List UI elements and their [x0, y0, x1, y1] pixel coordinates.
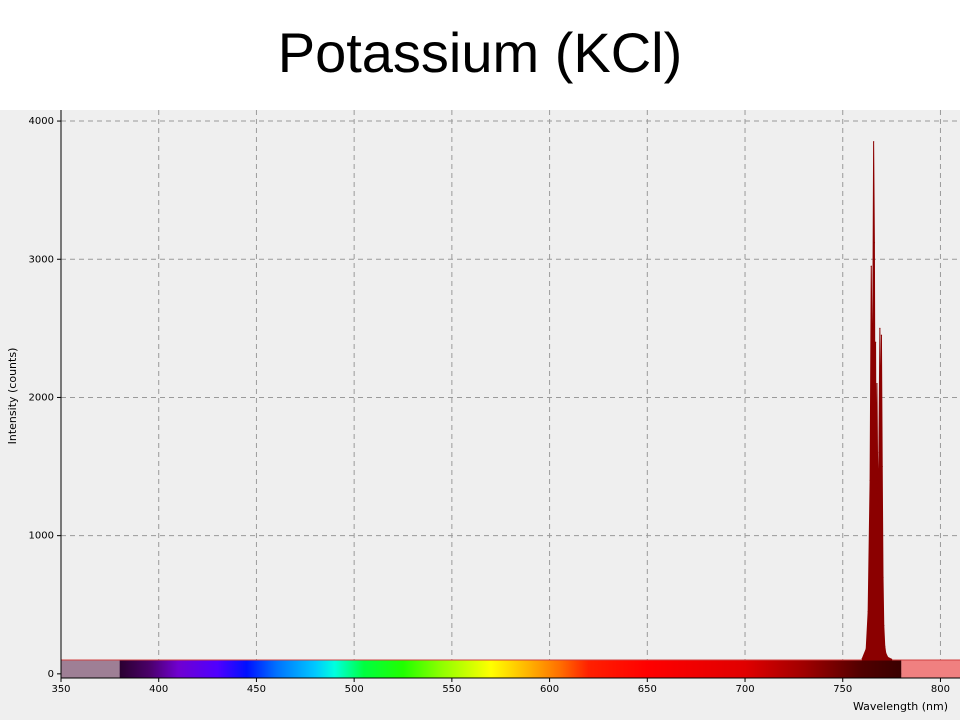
- data-point: [873, 141, 875, 143]
- data-point: [883, 624, 885, 627]
- ir-region: [901, 660, 960, 678]
- x-tick-label: 600: [540, 684, 559, 695]
- spectrum-chart: 350 400 450 500 550 600 650 700 750 800 0 1000 2000 3…: [0, 110, 960, 720]
- y-axis-label: Intensity (counts): [6, 348, 19, 445]
- data-point: [874, 438, 876, 440]
- data-point: [881, 465, 883, 468]
- y-tick-label: 4000: [29, 116, 54, 127]
- x-tick-label: 500: [345, 684, 364, 695]
- data-point: [874, 341, 877, 343]
- slide-title: Potassium (KCl): [277, 21, 683, 84]
- x-tick-label: 800: [931, 684, 950, 695]
- uv-region: [61, 660, 120, 678]
- y-tick-label: 2000: [29, 392, 54, 403]
- visible-region: [119, 660, 902, 678]
- data-point: [876, 383, 878, 385]
- x-tick-label: 350: [51, 684, 70, 695]
- axes: [60, 110, 960, 679]
- x-axis-label: Wavelength (nm): [853, 700, 948, 713]
- data-point: [884, 645, 886, 647]
- data-point: [882, 576, 884, 578]
- x-tick-label: 700: [735, 684, 754, 695]
- chart-background: [0, 110, 960, 720]
- data-point: [870, 265, 872, 267]
- y-tick-label: 0: [48, 669, 54, 680]
- y-tick-label: 1000: [29, 531, 54, 542]
- data-point: [878, 452, 880, 454]
- data-point: [869, 479, 871, 481]
- data-point: [880, 334, 883, 336]
- data-point: [885, 652, 887, 654]
- x-tick-label: 750: [833, 684, 852, 695]
- data-point: [873, 242, 875, 244]
- data-point: [861, 658, 863, 660]
- data-point: [875, 493, 877, 495]
- data-point: [880, 424, 882, 426]
- data-point: [865, 648, 867, 650]
- x-tick-label: 650: [638, 684, 657, 695]
- data-point: [890, 658, 893, 660]
- x-tick-label: 450: [247, 684, 266, 695]
- series-layer: [861, 141, 893, 661]
- x-tick-label: 400: [149, 684, 168, 695]
- x-tick-label: 550: [442, 684, 461, 695]
- data-point: [877, 507, 879, 509]
- data-point: [871, 396, 874, 399]
- data-point: [867, 611, 869, 613]
- y-tick-label: 3000: [29, 254, 54, 265]
- data-point: [879, 327, 881, 329]
- visible-spectrum-strip: [61, 659, 960, 678]
- tick-labels: 350 400 450 500 550 600 650 700 750 800 0 1000 2000 3…: [29, 116, 950, 695]
- data-point: [887, 656, 889, 658]
